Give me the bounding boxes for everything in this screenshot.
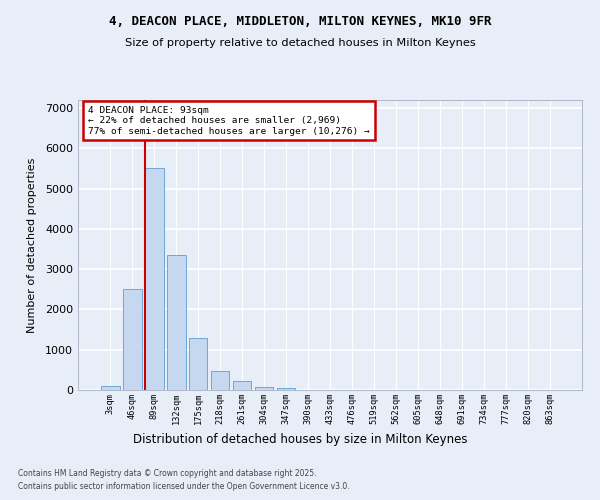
Bar [145, 168, 164, 390]
Text: Size of property relative to detached houses in Milton Keynes: Size of property relative to detached ho… [125, 38, 475, 48]
Bar [233, 381, 251, 390]
Bar [167, 255, 185, 390]
Bar [123, 290, 142, 390]
Text: Contains public sector information licensed under the Open Government Licence v3: Contains public sector information licen… [18, 482, 350, 491]
Bar [189, 338, 208, 390]
Text: Distribution of detached houses by size in Milton Keynes: Distribution of detached houses by size … [133, 434, 467, 446]
Text: 4, DEACON PLACE, MIDDLETON, MILTON KEYNES, MK10 9FR: 4, DEACON PLACE, MIDDLETON, MILTON KEYNE… [109, 15, 491, 28]
Bar [255, 387, 274, 390]
Bar [277, 388, 295, 390]
Text: 4 DEACON PLACE: 93sqm
← 22% of detached houses are smaller (2,969)
77% of semi-d: 4 DEACON PLACE: 93sqm ← 22% of detached … [88, 106, 370, 136]
Bar [211, 370, 229, 390]
Y-axis label: Number of detached properties: Number of detached properties [26, 158, 37, 332]
Text: Contains HM Land Registry data © Crown copyright and database right 2025.: Contains HM Land Registry data © Crown c… [18, 468, 317, 477]
Bar [101, 386, 119, 390]
